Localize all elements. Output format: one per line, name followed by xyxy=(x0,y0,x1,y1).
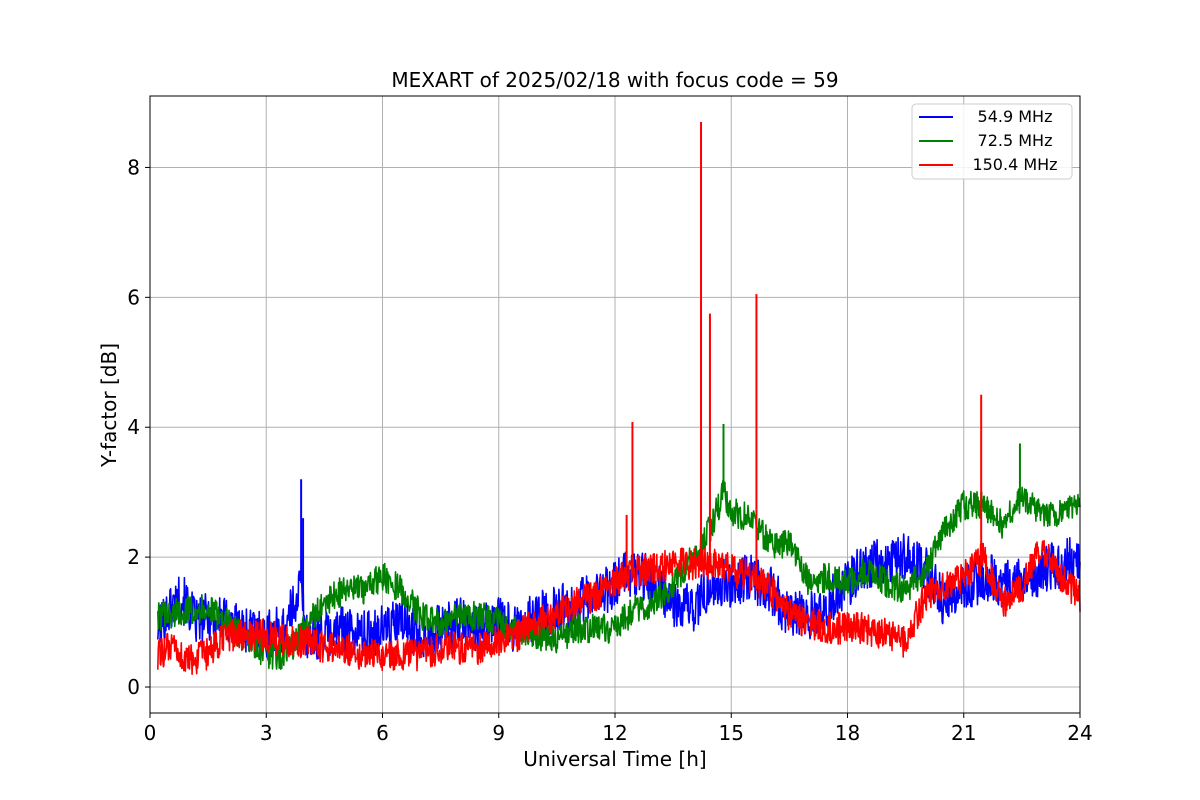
x-tick-label: 0 xyxy=(144,721,157,745)
x-tick-label: 6 xyxy=(376,721,389,745)
x-tick-label: 3 xyxy=(260,721,273,745)
y-tick-label: 8 xyxy=(127,155,140,179)
legend-label: 54.9 MHz xyxy=(978,107,1053,126)
y-tick-label: 4 xyxy=(127,415,140,439)
y-tick-label: 6 xyxy=(127,285,140,309)
x-tick-label: 21 xyxy=(951,721,976,745)
legend-label: 150.4 MHz xyxy=(972,155,1057,174)
series-line-2 xyxy=(157,539,1081,675)
y-axis-label: Y-factor [dB] xyxy=(97,343,121,468)
legend-label: 72.5 MHz xyxy=(978,131,1053,150)
x-tick-label: 24 xyxy=(1067,721,1092,745)
x-tick-label: 18 xyxy=(835,721,860,745)
x-tick-label: 9 xyxy=(492,721,505,745)
y-tick-label: 0 xyxy=(127,675,140,699)
legend: 54.9 MHz 72.5 MHz 150.4 MHz xyxy=(911,103,1073,180)
y-tick-label: 2 xyxy=(127,545,140,569)
x-axis: 0 3 6 9 12 15 18 21 24 xyxy=(144,713,1093,745)
x-tick-label: 15 xyxy=(719,721,744,745)
y-axis: 0 2 4 6 8 xyxy=(127,155,150,699)
series-area xyxy=(157,121,1081,675)
x-axis-label: Universal Time [h] xyxy=(523,747,706,771)
legend-box xyxy=(911,103,1073,180)
x-tick-label: 12 xyxy=(602,721,627,745)
series-line-1 xyxy=(157,479,1081,670)
chart-title: MEXART of 2025/02/18 with focus code = 5… xyxy=(391,68,838,92)
